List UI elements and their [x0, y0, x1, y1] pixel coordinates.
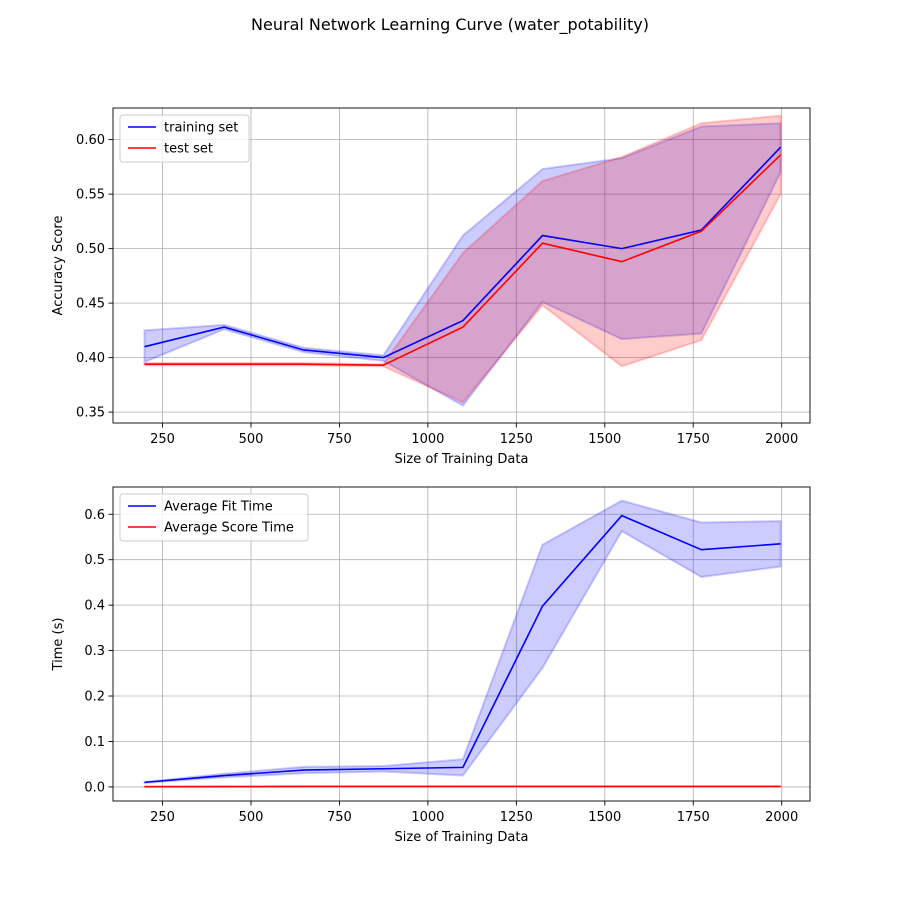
- timing-plot: 250 500 750 1000 1250 1500 1750 2000 0.0 0.1 0.2 0.…: [51, 486, 811, 845]
- timing-axes-frame: [112, 486, 811, 802]
- accuracy-x-tick-label: 1000: [411, 432, 444, 447]
- timing-legend-label-0: Average Fit Time: [164, 500, 273, 515]
- timing-x-tick-label: 750: [327, 810, 352, 825]
- timing-y-tick-label: 0.1: [84, 735, 105, 750]
- accuracy-y-tick-label: 0.50: [76, 242, 105, 257]
- timing-series-0-line: [144, 514, 781, 784]
- timing-y-tick-label: 0.5: [84, 553, 105, 568]
- accuracy-x-axis-label: Size of Training Data: [395, 452, 529, 467]
- timing-y-tick-label: 0.2: [84, 690, 105, 705]
- accuracy-x-tick-label: 750: [327, 432, 352, 447]
- accuracy-x-tick-label: 500: [239, 432, 264, 447]
- accuracy-series-0-line: [144, 146, 782, 359]
- accuracy-legend-label-0: training set: [164, 121, 238, 136]
- timing-x-tick-label: 500: [239, 810, 264, 825]
- accuracy-y-tick-label: 0.40: [76, 351, 105, 366]
- timing-legend-label-1: Average Score Time: [164, 521, 294, 536]
- accuracy-y-tick-label: 0.60: [76, 133, 105, 148]
- accuracy-plot: 250 500 750 1000 1250 1500 1750 2000 0.35 0.40 0.4…: [51, 107, 811, 467]
- accuracy-y-axis-label: Accuracy Score: [51, 216, 66, 316]
- timing-y-tick-label: 0.4: [84, 599, 105, 614]
- accuracy-x-tick-label: 1250: [500, 432, 533, 447]
- accuracy-y-tick-label: 0.55: [76, 188, 105, 203]
- timing-x-axis-label: Size of Training Data: [395, 830, 529, 845]
- accuracy-x-tick-label: 2000: [765, 432, 798, 447]
- accuracy-series-1-line: [144, 154, 782, 367]
- accuracy-x-tick-label: 250: [150, 432, 175, 447]
- accuracy-x-tick-label: 1500: [588, 432, 621, 447]
- accuracy-x-tick-label: 1750: [677, 432, 710, 447]
- accuracy-axes-frame: [112, 107, 811, 424]
- timing-legend-box: [119, 493, 309, 542]
- figure-title: Neural Network Learning Curve (water_pot…: [251, 15, 649, 35]
- timing-y-tick-label: 0.3: [84, 644, 105, 659]
- timing-x-tick-label: 250: [150, 810, 175, 825]
- accuracy-y-tick-label: 0.45: [76, 297, 105, 312]
- timing-series-0-band: [143, 499, 782, 784]
- timing-y-tick-label: 0.0: [84, 780, 105, 795]
- timing-x-tick-label: 1500: [588, 810, 621, 825]
- timing-x-tick-label: 1750: [677, 810, 710, 825]
- timing-x-tick-label: 1250: [500, 810, 533, 825]
- accuracy-series-1-band: [143, 114, 782, 404]
- timing-x-tick-label: 1000: [411, 810, 444, 825]
- timing-x-tick-label: 2000: [765, 810, 798, 825]
- accuracy-series-0-band: [143, 122, 782, 407]
- timing-y-axis-label: Time (s): [51, 618, 66, 672]
- accuracy-y-tick-label: 0.35: [76, 406, 105, 421]
- timing-y-tick-label: 0.6: [84, 508, 105, 523]
- accuracy-legend-label-1: test set: [164, 142, 213, 157]
